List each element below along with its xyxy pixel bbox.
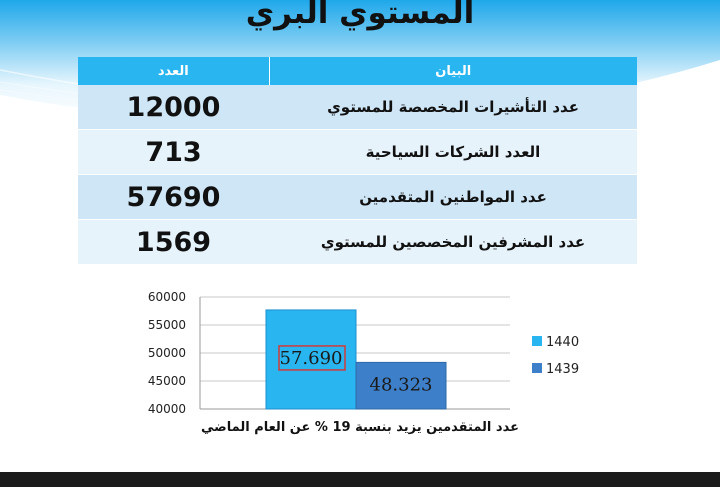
row-item: العدد الشركات السياحية (269, 129, 637, 175)
row-item: عدد المواطنين المتقدمين (269, 174, 637, 220)
row-item: عدد التأشيرات المخصصة للمستوي (269, 85, 637, 130)
slide-title: المستوي البري (245, 0, 475, 31)
legend-label-1440: 1440 (546, 335, 579, 350)
y-tick-label: 40000 (148, 402, 186, 416)
table-row: عدد المواطنين المتقدمين 57690 (78, 174, 637, 220)
chart-caption: عدد المتقدمين يزيد بنسبة 19 % عن العام ا… (201, 420, 519, 435)
data-label-1440: 57.690 (280, 348, 343, 369)
table-row: عدد التأشيرات المخصصة للمستوي 12000 (78, 85, 637, 130)
y-tick-label: 55000 (148, 318, 186, 332)
y-tick-label: 45000 (148, 374, 186, 388)
row-count: 12000 (78, 85, 269, 130)
header-item: البيان (268, 57, 637, 85)
data-label-box (278, 345, 346, 371)
legend-swatch-1440 (532, 336, 542, 346)
bar-chart: 40000 45000 50000 55000 60000 57.690 48.323 144… (148, 290, 579, 416)
bar-1440 (265, 309, 357, 410)
legend-swatch-1439 (532, 363, 542, 373)
row-count: 57690 (78, 174, 269, 220)
info-table: البيان العدد عدد التأشيرات المخصصة للمست… (78, 57, 637, 265)
table-header-row: البيان العدد (78, 57, 637, 85)
y-tick-label: 60000 (148, 290, 186, 304)
bar-1439 (355, 361, 447, 410)
data-label-1439: 48.323 (370, 374, 433, 395)
row-count: 1569 (78, 219, 269, 265)
header-count: العدد (78, 57, 269, 85)
legend-label-1439: 1439 (546, 362, 579, 377)
table-row: العدد الشركات السياحية 713 (78, 129, 637, 175)
table-row: عدد المشرفين المخصصين للمستوي 1569 (78, 219, 637, 265)
row-item: عدد المشرفين المخصصين للمستوي (269, 219, 637, 265)
y-tick-label: 50000 (148, 346, 186, 360)
bottom-bar (0, 472, 720, 487)
row-count: 713 (78, 129, 269, 175)
